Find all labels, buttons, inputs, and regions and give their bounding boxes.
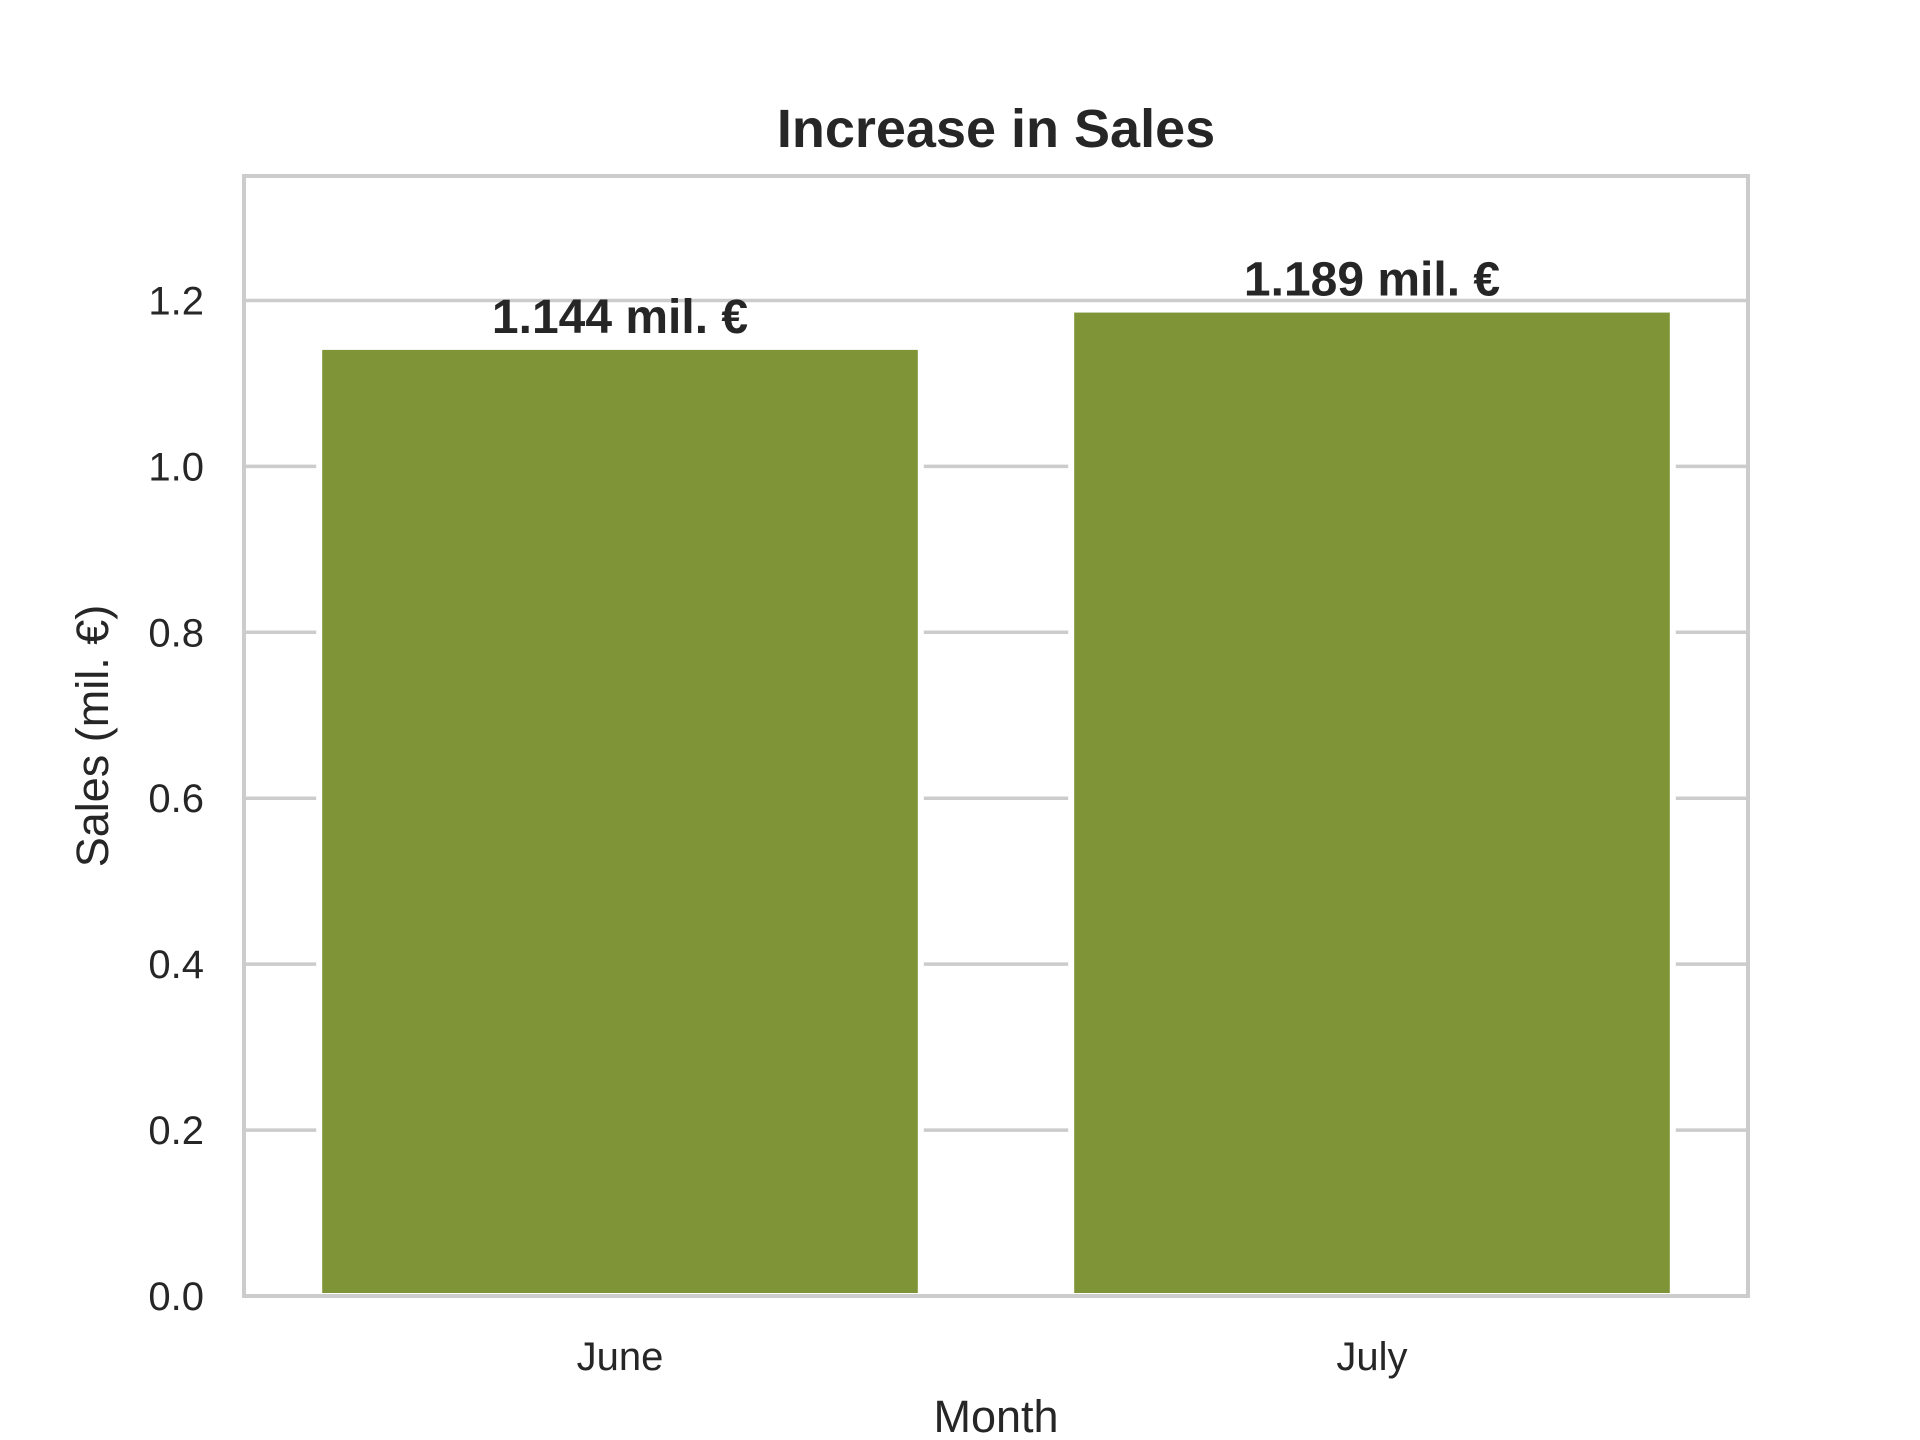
y-tick-label: 0.6 bbox=[148, 777, 204, 821]
x-tick-label: June bbox=[577, 1335, 664, 1379]
y-tick-label: 1.2 bbox=[148, 279, 204, 323]
bar-june bbox=[316, 343, 924, 1300]
y-tick-label: 0.0 bbox=[148, 1275, 204, 1319]
y-axis-title: Sales (mil. €) bbox=[67, 605, 118, 868]
y-tick-label: 0.8 bbox=[148, 611, 204, 655]
x-axis-title: Month bbox=[933, 1391, 1058, 1440]
y-tick-labels: 0.0 0.2 0.4 0.6 0.8 1.0 1.2 bbox=[148, 279, 204, 1319]
bar-data-label: 1.189 mil. € bbox=[1244, 254, 1500, 307]
axes-frame bbox=[242, 174, 1750, 1298]
bar-data-label: 1.144 mil. € bbox=[492, 291, 748, 344]
bars bbox=[316, 306, 1676, 1300]
chart-title: Increase in Sales bbox=[777, 99, 1215, 159]
axes-spines bbox=[242, 174, 1750, 1298]
bar-july bbox=[1068, 306, 1676, 1299]
y-tick-label: 0.4 bbox=[148, 943, 204, 987]
x-tick-label: July bbox=[1336, 1335, 1407, 1379]
bar-data-labels: 1.144 mil. € 1.189 mil. € bbox=[492, 254, 1500, 344]
y-tick-label: 0.2 bbox=[148, 1109, 204, 1153]
y-tick-label: 1.0 bbox=[148, 445, 204, 489]
x-tick-labels: June July bbox=[577, 1335, 1408, 1379]
